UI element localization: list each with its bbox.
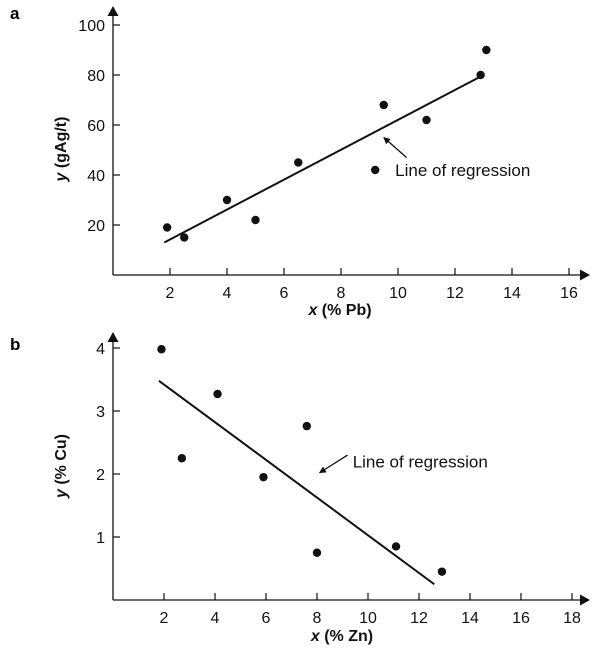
panel-a-data-point [379, 100, 388, 110]
panel-a-y-tick-label: 40 [87, 168, 105, 185]
panel-b-regression-line [158, 379, 435, 586]
panel-a-data-point [476, 70, 485, 80]
panel-a-y-axis-label: y (gAg/t) [53, 117, 70, 183]
panel-b-y-unit: (% Cu) [53, 434, 70, 489]
panel-b-letter: b [10, 335, 20, 354]
panel-b-y-tick-label: 3 [96, 404, 105, 421]
panel-b-y-tick-label: 2 [96, 467, 105, 484]
panel-b-x-tick-label: 8 [313, 610, 322, 627]
panel-a-x-tick-label: 6 [280, 285, 289, 302]
panel-b-data-point [259, 472, 268, 482]
panel-a-x-tick-label: 4 [223, 285, 232, 302]
panel-a-data-point [222, 195, 232, 205]
panel-b-y-tick-label: 4 [96, 341, 105, 358]
panel-a-regression-line [163, 74, 484, 244]
panel-a-y-tick-label: 20 [87, 218, 105, 235]
panel-b-data-point [157, 345, 166, 354]
panel-b-x-tick-label: 2 [160, 610, 169, 627]
panel-b-data-point [302, 421, 311, 431]
panel-a-x-ticks: 2 4 6 8 10 12 14 16 [166, 268, 578, 302]
panel-a-data-point [162, 223, 172, 232]
panel-a-x-tick-label: 2 [166, 285, 175, 302]
panel-a-y-unit: (gAg/t) [53, 117, 70, 173]
panel-a-x-tick-label: 12 [446, 285, 464, 302]
panel-a-annotation-arrow [383, 137, 407, 158]
panel-a-y-tick-label: 60 [87, 118, 105, 135]
panel-b-x-unit: (% Zn) [320, 628, 373, 645]
panel-b-y-tick-label: 1 [96, 530, 105, 547]
panel-a-data-point [251, 215, 260, 225]
panel-b-x-tick-label: 18 [563, 610, 581, 627]
panel-b-x-axis-arrowhead [580, 594, 590, 606]
panel-b-y-axis-label: y (% Cu) [53, 434, 70, 499]
panel-a-y-tick-label: 80 [87, 68, 105, 85]
panel-b-data-point [177, 454, 187, 463]
panel-a-x-axis-arrowhead [580, 269, 590, 281]
panel-a-letter: a [10, 4, 20, 23]
panel-a-y-tick-label: 100 [78, 18, 105, 35]
panel-b-x-tick-label: 14 [461, 610, 479, 627]
panel-b-y-var: y [53, 488, 70, 499]
panel-a-x-var: x [307, 302, 318, 319]
panel-b-regression-annotation: Line of regression [353, 452, 488, 471]
panel-a-plot-area [162, 45, 491, 244]
panel-a-x-unit: (% Pb) [317, 302, 371, 319]
panel-a-y-ticks: 20 40 60 80 100 [78, 18, 120, 235]
panel-a-y-var: y [53, 171, 70, 182]
panel-a-y-axis-arrowhead [107, 6, 119, 16]
panel-a-data-point [482, 45, 491, 55]
panel-b-x-var: x [310, 628, 321, 645]
panel-a-regression-annotation: Line of regression [395, 161, 530, 180]
panel-b-y-axis-arrowhead [107, 332, 119, 342]
panel-a-x-tick-label: 10 [389, 285, 407, 302]
panel-b-x-tick-label: 4 [211, 610, 220, 627]
panel-b-annotation-arrow [318, 454, 348, 474]
panel-b-x-axis-label: x (% Zn) [310, 628, 373, 645]
panel-b-data-point [391, 542, 401, 551]
panel-a-data-point [294, 158, 303, 167]
panel-b-x-tick-label: 6 [262, 610, 271, 627]
panel-b-x-tick-label: 10 [359, 610, 377, 627]
panel-a-data-point [422, 115, 431, 125]
panel-b-data-point [437, 567, 447, 576]
panel-b-data-point [213, 389, 222, 399]
panel-a-data-point [371, 165, 380, 175]
panel-b-x-ticks: 2 4 6 8 10 12 14 16 18 [160, 593, 581, 627]
panel-b-plot-area [157, 345, 447, 586]
panel-a-x-tick-label: 8 [337, 285, 346, 302]
panel-a-x-tick-label: 14 [503, 285, 521, 302]
panel-b-x-tick-label: 12 [410, 610, 428, 627]
panel-b-y-ticks: 1 2 3 4 [96, 341, 120, 547]
panel-a-x-tick-label: 16 [560, 285, 578, 302]
panel-b-data-point [312, 548, 322, 557]
panel-a-data-point [180, 233, 189, 242]
panel-b-x-tick-label: 16 [512, 610, 530, 627]
panel-a-x-axis-label: x (% Pb) [307, 302, 371, 319]
panel-a: a 2 4 6 8 10 12 14 16 20 40 60 80 100 x (% Pb) y (g… [10, 4, 590, 319]
